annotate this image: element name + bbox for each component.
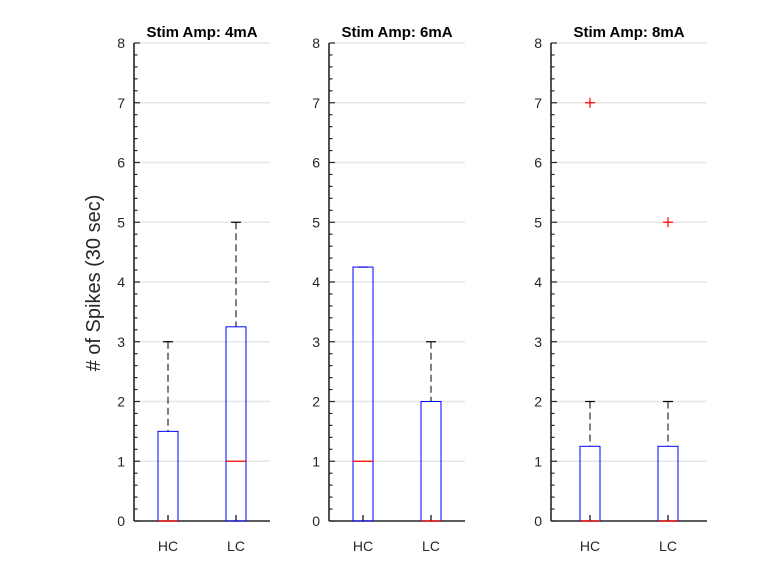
box-lc: LC	[225, 221, 247, 554]
y-tick-label: 0	[117, 513, 125, 529]
box-hc: HC	[157, 341, 179, 554]
panel-2: 0 1 2 3 4 5 6 7 8 Stim Amp: 6mA HC LC	[312, 24, 465, 554]
y-tick-label: 5	[117, 214, 125, 230]
y-tick-label: 8	[534, 35, 542, 51]
box-lc: LC	[657, 217, 679, 554]
y-tick-label: 2	[534, 394, 542, 410]
y-tick-label: 5	[534, 214, 542, 230]
y-tick-label: 7	[117, 95, 125, 111]
y-tick-label: 0	[312, 513, 320, 529]
y-tick-label: 6	[534, 155, 542, 171]
y-tick-label: 1	[534, 453, 542, 469]
iqr-box	[157, 430, 179, 522]
x-tick-label: LC	[659, 538, 677, 554]
y-tick-label: 3	[312, 334, 320, 350]
y-tick-label: 3	[534, 334, 542, 350]
x-tick-label: HC	[158, 538, 178, 554]
y-tick-label: 5	[312, 214, 320, 230]
panel-title: Stim Amp: 4mA	[146, 24, 257, 41]
y-tick-label: 8	[312, 35, 320, 51]
panels-layer: 0 1 2 3 4 5 6 7 8 Stim Amp: 4mA HC LC 0 1 2 3 4 5 6 7 8 Stim …	[117, 24, 707, 554]
x-tick-label: LC	[422, 538, 440, 554]
outlier-marker	[585, 97, 595, 108]
y-tick-label: 4	[117, 274, 125, 290]
iqr-box	[352, 266, 374, 522]
x-tick-label: HC	[353, 538, 373, 554]
outlier-marker	[663, 217, 673, 228]
y-tick-label: 1	[312, 453, 320, 469]
x-tick-label: HC	[580, 538, 600, 554]
y-tick-label: 4	[534, 274, 542, 290]
y-tick-label: 0	[534, 513, 542, 529]
y-tick-label: 8	[117, 35, 125, 51]
y-tick-label: 6	[117, 155, 125, 171]
box-lc: LC	[420, 341, 442, 554]
box-hc: HC	[352, 266, 374, 554]
panel-1: 0 1 2 3 4 5 6 7 8 Stim Amp: 4mA HC LC	[117, 24, 270, 554]
panel-3: 0 1 2 3 4 5 6 7 8 Stim Amp: 8mA HC LC	[534, 24, 707, 554]
iqr-box	[225, 326, 247, 522]
x-tick-label: LC	[227, 538, 245, 554]
y-axis-label: # of Spikes (30 sec)	[83, 195, 105, 372]
y-tick-label: 1	[117, 453, 125, 469]
panel-title: Stim Amp: 6mA	[341, 24, 452, 41]
y-tick-label: 2	[117, 394, 125, 410]
y-tick-label: 3	[117, 334, 125, 350]
y-tick-label: 4	[312, 274, 320, 290]
y-tick-label: 6	[312, 155, 320, 171]
panel-title: Stim Amp: 8mA	[573, 24, 684, 41]
y-tick-label: 7	[312, 95, 320, 111]
y-tick-label: 7	[534, 95, 542, 111]
iqr-box	[579, 445, 601, 522]
y-tick-label: 2	[312, 394, 320, 410]
box-hc: HC	[579, 97, 601, 554]
iqr-box	[657, 445, 679, 522]
